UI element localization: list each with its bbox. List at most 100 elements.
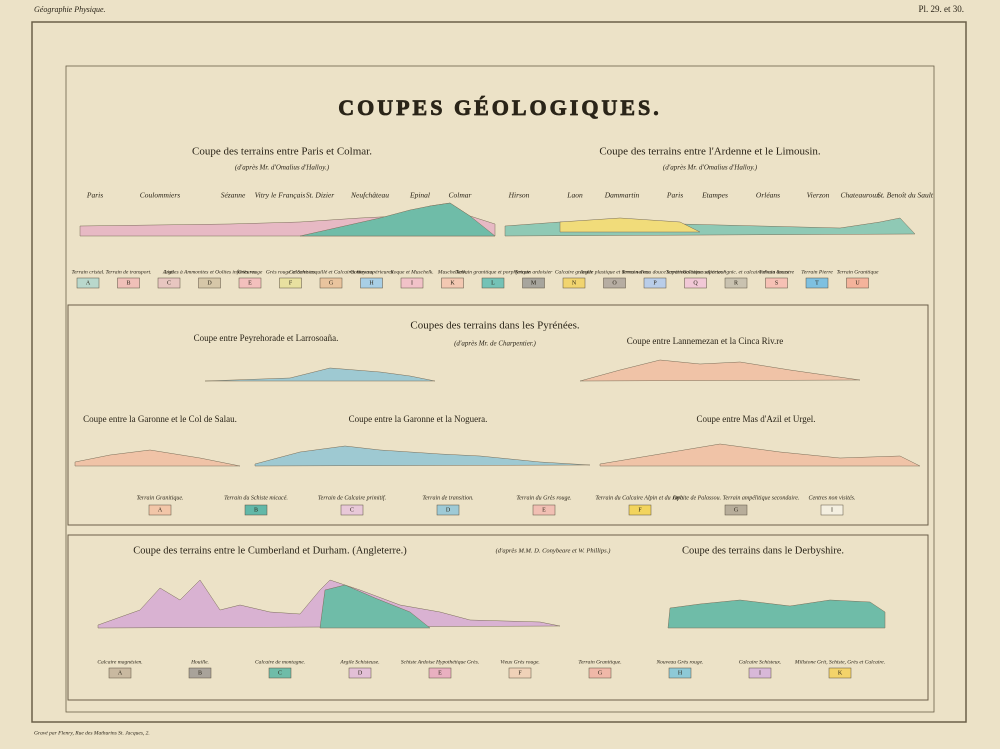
legend-label: Terrain du Schiste micacé. xyxy=(224,495,288,501)
place-name: Orléans xyxy=(756,191,780,200)
legend-swatch xyxy=(436,504,460,516)
inner-frame xyxy=(65,65,935,713)
legend-letter: L xyxy=(491,280,495,286)
legend-label: Calcaire Schisteux. xyxy=(739,659,782,665)
profile-noguera xyxy=(254,445,591,467)
legend-label: Roque et Muschelk. xyxy=(389,269,433,275)
legend-swatch xyxy=(765,277,788,289)
legend-label: Calcaires siliceux lignic. et calcaire d… xyxy=(683,269,790,275)
legend-label: Terrain oolitique supérieur xyxy=(666,269,727,275)
place-name: Colmar xyxy=(449,191,472,200)
legend-letter: B xyxy=(254,507,258,513)
legend-label: Terrain Granitique. xyxy=(136,495,183,501)
legend-swatch xyxy=(724,504,748,516)
legend-swatch xyxy=(428,667,452,679)
legend-label: Terrain de transport. xyxy=(105,269,151,275)
legend-letter: N xyxy=(572,280,577,286)
place-name: Dammartin xyxy=(604,191,640,200)
legend-letter: F xyxy=(289,280,293,286)
legend-label: Terrain Granitique xyxy=(837,269,879,275)
section-title: Coupe des terrains entre le Cumberland e… xyxy=(133,545,407,556)
legend-swatch xyxy=(562,277,586,289)
legend-swatch xyxy=(532,504,556,516)
legend-letter: I xyxy=(831,507,833,513)
legend-letter: F xyxy=(518,670,522,676)
legend-label: Grès rouge et Schistes xyxy=(266,269,315,275)
section-title: Coupes des terrains dans les Pyrénées. xyxy=(410,320,579,332)
legend-label: Grès rouge xyxy=(238,269,263,275)
legend-swatch xyxy=(748,667,772,679)
legend-swatch xyxy=(508,667,532,679)
legend-swatch xyxy=(108,667,132,679)
legend-letter: E xyxy=(438,670,442,676)
profile-colmar-granite xyxy=(299,202,496,237)
legend-swatch xyxy=(198,277,221,289)
place-name: Chateauroux xyxy=(841,191,881,200)
legend-label: Terrain cristal. xyxy=(71,269,104,275)
legend-letter: H xyxy=(678,670,683,676)
legend-label: Calcaire grossier xyxy=(555,269,594,275)
legend-swatch xyxy=(76,277,100,289)
outer-frame xyxy=(31,21,967,723)
place-name: St. Benoît du Sault xyxy=(877,191,934,200)
place-name: Paris xyxy=(666,191,683,200)
profile-title: Coupe entre Peyrehorade et Larrosoaña. xyxy=(194,333,339,343)
legend-label: Terrain du Grès rouge. xyxy=(516,495,571,501)
legend-label: Terrain lacustre xyxy=(759,269,795,275)
legend-swatch xyxy=(400,277,424,289)
profiles xyxy=(74,202,921,629)
legend-label: Millstone Grit, Schiste, Grès et Calcair… xyxy=(794,659,885,665)
legend-swatch xyxy=(340,504,364,516)
legend-letter: F xyxy=(638,507,642,513)
legend-letter: D xyxy=(358,670,363,676)
legend-label: Lias xyxy=(163,269,173,275)
place-name: Sézanne xyxy=(221,191,246,200)
legend-letter: C xyxy=(278,670,282,676)
legend-letter: D xyxy=(446,507,451,513)
legend-letter: A xyxy=(158,507,163,513)
legend-label: Terrain Pierre xyxy=(801,269,833,275)
legend-swatch xyxy=(668,667,692,679)
legend-label: Houille. xyxy=(190,659,209,665)
legend-letter: R xyxy=(734,280,738,286)
legend-letter: G xyxy=(734,507,739,513)
header-left: Géographie Physique. xyxy=(34,5,106,14)
legend-letter: S xyxy=(775,280,778,286)
profile-title: Coupe entre la Garonne et la Noguera. xyxy=(349,414,488,424)
legend-label: Argile plastique et terres noires xyxy=(579,269,649,275)
plate-title: COUPES GÉOLOGIQUES. xyxy=(338,95,662,120)
legend-label: Terrain ardoisier xyxy=(515,269,554,275)
legend-swatch xyxy=(481,277,505,289)
legend-swatch xyxy=(279,277,302,289)
legend-swatch xyxy=(348,667,372,679)
legend-letter: P xyxy=(653,280,657,286)
header-right: Pl. 29. et 30. xyxy=(918,4,964,14)
legend-label: Terrain d'eau douce supérieur xyxy=(622,269,689,275)
section-source: (d'après Mr. d'Omalius d'Halloy.) xyxy=(663,164,758,172)
legend-swatch xyxy=(684,277,707,289)
legend-swatch xyxy=(724,277,748,289)
legend-label: Calcaire de montagne. xyxy=(255,659,305,665)
section-title: Coupe des terrains entre Paris et Colmar… xyxy=(192,146,372,158)
legend-label: Centres non visités. xyxy=(809,495,856,501)
legend-swatch xyxy=(319,277,343,289)
place-name: Vierzon xyxy=(807,191,830,200)
place-name: Neufchâteau xyxy=(350,191,389,200)
place-name: Hirson xyxy=(508,191,530,200)
legend-letter: D xyxy=(207,280,212,286)
legend-letter: B xyxy=(126,280,130,286)
legend-letter: O xyxy=(612,280,617,286)
profile-urgel xyxy=(599,443,921,467)
legend-letter: C xyxy=(167,280,171,286)
profile-salau xyxy=(74,449,241,467)
legend-label: Vieux Grès rouge. xyxy=(500,659,540,665)
legend-letter: H xyxy=(369,280,374,286)
legend-letter: C xyxy=(350,507,354,513)
legend-swatch xyxy=(588,667,612,679)
panel-england xyxy=(67,534,929,701)
section-title: Coupe des terrains dans le Derbyshire. xyxy=(682,545,844,556)
legend-letter: G xyxy=(329,280,334,286)
profile-paris-basin xyxy=(559,217,701,233)
legend-label: Argile Schisteuse. xyxy=(339,659,379,665)
